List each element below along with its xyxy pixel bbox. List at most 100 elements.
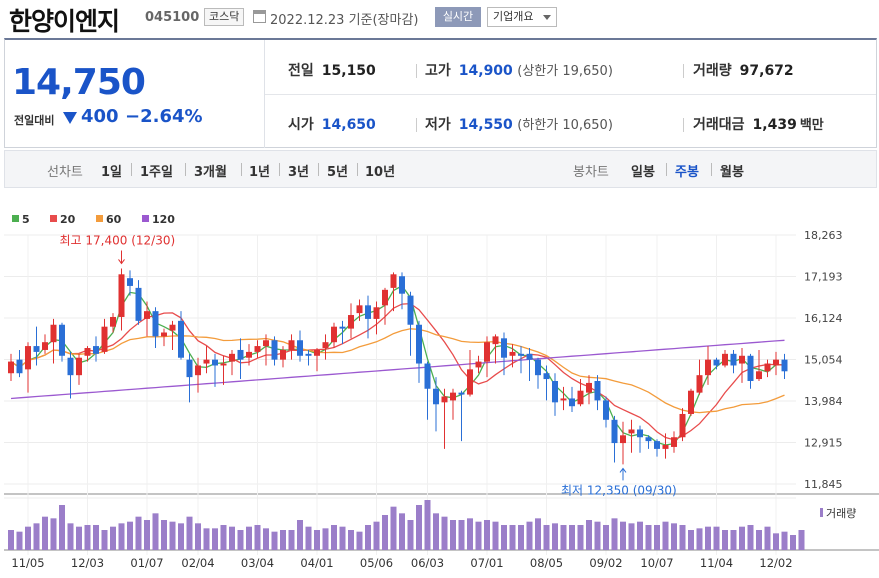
candle-body <box>67 357 74 376</box>
candle-body <box>203 359 210 364</box>
volume-bar <box>271 531 278 550</box>
x-tick-label: 06/03 <box>411 556 444 570</box>
volume-bar <box>552 523 558 550</box>
min-arrow-head <box>619 467 627 473</box>
candle-body <box>135 287 142 321</box>
volume-bar <box>790 535 796 550</box>
realtime-button[interactable]: 실시간 <box>435 7 481 27</box>
candle-body <box>16 359 23 374</box>
volume-bar <box>433 513 439 550</box>
open-value: 14,650 <box>321 117 376 133</box>
volume-bar <box>569 525 575 550</box>
volume-bar <box>297 520 303 550</box>
volume-bar <box>169 521 176 550</box>
volume-bar <box>186 516 193 550</box>
change-label: 전일대비 <box>14 114 55 127</box>
candle-body <box>93 346 99 354</box>
candle-body <box>467 369 473 395</box>
candle-body <box>50 324 57 343</box>
candle-body <box>492 336 499 345</box>
volume-bar <box>59 505 65 550</box>
stock-code: 045100 <box>145 10 200 25</box>
high-cell: 고가 14,900 (상한가 19,650) <box>425 60 613 80</box>
candle-body <box>152 311 159 337</box>
volume-bar <box>135 516 142 550</box>
volume-bar <box>543 525 550 550</box>
volume-bar <box>645 525 652 550</box>
volume-bar <box>773 533 779 550</box>
volume-bar <box>620 521 626 550</box>
volume-bar <box>671 523 677 550</box>
legend-label-60: 60 <box>106 213 122 226</box>
volume-bar <box>662 521 669 550</box>
weekly-candlestick-chart[interactable]: 5 20 60 120 18,26317,19316,12415,05413,9841… <box>0 190 879 578</box>
volume-cell: 거래량 97,672 <box>693 60 794 80</box>
candle-body <box>76 357 82 376</box>
volume-bar <box>118 523 125 550</box>
candle-body <box>195 365 201 376</box>
price-change: 400 <box>81 106 119 127</box>
candle-body <box>509 351 516 356</box>
volume-bar <box>314 530 320 550</box>
candle-weekly[interactable]: 주봉 <box>675 165 699 180</box>
volume-bar <box>67 523 74 550</box>
candle-body <box>713 359 720 366</box>
candle-body <box>586 382 592 393</box>
volume-bar <box>76 526 82 550</box>
volume-bar <box>365 525 371 550</box>
candle-body <box>348 315 354 329</box>
period-divider <box>318 163 319 176</box>
period-3m[interactable]: 3개월 <box>194 165 227 180</box>
candle-body <box>356 305 363 314</box>
volume-bar <box>8 530 14 550</box>
volume-bar <box>798 530 805 550</box>
period-3y[interactable]: 3년 <box>288 165 310 180</box>
period-divider <box>185 163 186 176</box>
period-selector: 선차트 1일 1주일 3개월 1년 3년 5년 10년 봉차트 일봉 주봉 월봉 <box>4 150 877 188</box>
upper-limit: (상한가 19,650) <box>517 64 613 79</box>
candle-body <box>8 361 14 374</box>
candle-body <box>577 390 584 405</box>
candle-body <box>297 340 303 356</box>
legend-swatch-5 <box>12 215 19 222</box>
company-info-dropdown[interactable]: 기업개요 <box>487 7 557 27</box>
volume-bar <box>424 500 431 550</box>
volume-bar <box>535 518 541 550</box>
annotations: 최고 17,400 (12/30) 최저 12,350 (09/30) <box>60 233 677 497</box>
candle-body <box>399 276 405 294</box>
volume-bar <box>501 525 507 550</box>
calendar-icon <box>253 10 266 23</box>
candle-body <box>169 324 176 331</box>
volume-bar <box>152 513 159 550</box>
candle-body <box>25 346 31 370</box>
volume-bar <box>84 525 91 550</box>
candle-body <box>161 332 167 337</box>
period-10y[interactable]: 10년 <box>365 165 396 180</box>
volume-bar <box>484 520 490 550</box>
x-tick-label: 11/04 <box>700 556 733 570</box>
volume-bar <box>339 526 346 550</box>
candle-body <box>118 274 125 317</box>
candle-body <box>679 413 686 438</box>
volume-bar <box>458 520 465 550</box>
period-1w[interactable]: 1주일 <box>140 165 173 180</box>
period-5y[interactable]: 5년 <box>327 165 349 180</box>
high-value: 14,900 <box>458 63 513 79</box>
price-grid <box>4 234 879 555</box>
candle-body <box>620 435 626 444</box>
candle-body <box>526 353 533 360</box>
volume-bar <box>747 525 754 550</box>
candle-monthly[interactable]: 월봉 <box>720 165 744 180</box>
volume-bar <box>348 530 354 550</box>
candle-body <box>645 437 652 442</box>
candle-body <box>722 353 728 366</box>
period-1y[interactable]: 1년 <box>249 165 271 180</box>
x-tick-label: 12/03 <box>71 556 104 570</box>
volume-bar <box>637 521 643 550</box>
volume-bar <box>730 530 737 550</box>
period-1d[interactable]: 1일 <box>101 165 123 180</box>
candle-daily[interactable]: 일봉 <box>631 165 655 180</box>
volume-bar <box>373 521 380 550</box>
volume-bar <box>603 525 609 550</box>
volume-bar <box>280 530 286 550</box>
